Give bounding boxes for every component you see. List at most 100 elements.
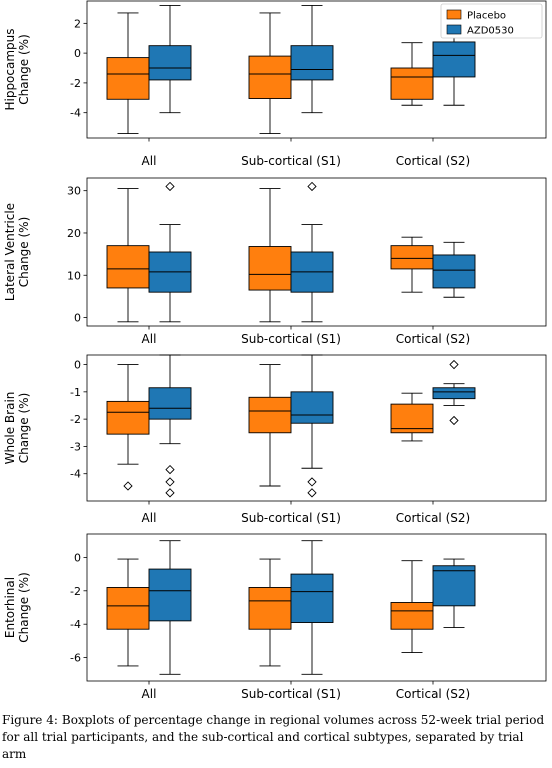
box-iqr bbox=[432, 41, 476, 78]
chart-panel-4: -6 -4 -2 0 Entorhinal Change (%) All Sub-cortic… bbox=[3, 533, 547, 701]
x-tick-label: Cortical (S2) bbox=[396, 332, 470, 346]
y-axis-label: Change (%) bbox=[17, 572, 31, 643]
outlier-point bbox=[307, 181, 317, 192]
x-tick-label: All bbox=[142, 687, 157, 701]
box-placebo-1 bbox=[106, 188, 150, 323]
box-iqr bbox=[432, 387, 476, 400]
axes-frame bbox=[86, 0, 547, 139]
box-azd0530-1 bbox=[148, 5, 192, 114]
legend-swatch-placebo bbox=[446, 9, 462, 20]
outlier-point bbox=[123, 481, 133, 491]
box-azd0530-2 bbox=[290, 540, 334, 675]
y-tick-label: -2 bbox=[70, 585, 81, 598]
box-azd0530-1 bbox=[148, 181, 192, 323]
x-tick-label: All bbox=[142, 511, 157, 525]
box-azd0530-3 bbox=[432, 558, 476, 628]
box-azd0530-1 bbox=[148, 354, 192, 498]
y-axis-label: Change (%) bbox=[17, 217, 31, 288]
y-tick-label: -4 bbox=[70, 107, 81, 120]
axes-frame bbox=[86, 533, 547, 682]
box-iqr bbox=[106, 245, 150, 289]
box-iqr bbox=[148, 45, 192, 81]
y-axis-label: Change (%) bbox=[17, 34, 31, 105]
box-iqr bbox=[106, 587, 150, 630]
box-iqr bbox=[390, 245, 434, 270]
box-iqr bbox=[106, 57, 150, 100]
y-tick-label: 0 bbox=[74, 47, 81, 60]
box-placebo-2 bbox=[248, 12, 292, 134]
y-tick-label: -2 bbox=[70, 77, 81, 90]
box-placebo-2 bbox=[248, 364, 292, 487]
y-tick-label: -4 bbox=[70, 618, 81, 631]
box-azd0530-3 bbox=[432, 31, 476, 106]
box-azd0530-2 bbox=[290, 5, 334, 114]
x-tick-label: Cortical (S2) bbox=[396, 687, 470, 701]
x-tick-label: All bbox=[142, 332, 157, 346]
chart-panel-2: 0 10 20 30 Lateral Ventricle Change (%) All Sub… bbox=[3, 177, 547, 346]
box-placebo-2 bbox=[248, 188, 292, 323]
box-placebo-3 bbox=[390, 560, 434, 654]
y-tick-label: 0 bbox=[74, 551, 81, 564]
outlier-point bbox=[307, 477, 317, 487]
outlier-point bbox=[449, 415, 459, 426]
y-axis-label: Change (%) bbox=[17, 393, 31, 464]
x-tick-label: Sub-cortical (S1) bbox=[241, 687, 341, 701]
y-tick-label: -4 bbox=[70, 468, 81, 481]
legend-label-placebo: Placebo bbox=[467, 11, 506, 22]
outlier-point bbox=[165, 477, 175, 487]
y-tick-label: -2 bbox=[70, 413, 81, 426]
box-placebo-1 bbox=[106, 364, 150, 491]
outlier-point bbox=[449, 359, 459, 370]
box-azd0530-2 bbox=[290, 181, 334, 323]
box-iqr bbox=[432, 254, 476, 289]
y-axis-label: Entorhinal bbox=[3, 577, 17, 638]
box-iqr bbox=[290, 45, 334, 81]
y-axis-label: Hippocampus bbox=[3, 28, 17, 110]
outlier-point bbox=[165, 488, 175, 498]
x-tick-label: Sub-cortical (S1) bbox=[241, 154, 341, 168]
box-iqr bbox=[248, 246, 292, 291]
chart-panel-3: -4 -3 -2 -1 0 Whole Brain Change (%) All Sub-cor… bbox=[3, 354, 547, 525]
legend-label-azd0530: AZD0530 bbox=[467, 26, 514, 37]
box-iqr bbox=[248, 396, 292, 434]
outlier-point bbox=[165, 181, 175, 192]
y-tick-label: 10 bbox=[67, 269, 81, 282]
y-tick-label: 0 bbox=[74, 359, 81, 372]
box-placebo-3 bbox=[390, 42, 434, 106]
box-iqr bbox=[290, 573, 334, 623]
box-iqr bbox=[390, 602, 434, 630]
y-tick-label: 20 bbox=[67, 227, 81, 240]
x-tick-label: Cortical (S2) bbox=[396, 154, 470, 168]
legend-swatch-azd0530 bbox=[446, 24, 462, 35]
y-axis-label: Whole Brain bbox=[3, 392, 17, 465]
y-axis-label: Lateral Ventricle bbox=[3, 203, 17, 301]
box-iqr bbox=[248, 587, 292, 630]
box-iqr bbox=[432, 565, 476, 607]
axes-frame bbox=[86, 354, 547, 502]
box-azd0530-3 bbox=[432, 241, 476, 298]
legend-frame bbox=[440, 3, 543, 39]
box-placebo-1 bbox=[106, 558, 150, 667]
y-tick-label: -3 bbox=[70, 440, 81, 453]
box-placebo-2 bbox=[248, 558, 292, 667]
figure-caption: Figure 4: Boxplots of percentage change i… bbox=[2, 712, 550, 763]
y-tick-label: -1 bbox=[70, 386, 81, 399]
box-azd0530-3 bbox=[432, 359, 476, 426]
box-placebo-1 bbox=[106, 12, 150, 134]
box-iqr bbox=[290, 391, 334, 424]
outlier-point bbox=[307, 488, 317, 498]
chart-panel-1: -4 -2 0 2 Hippocampus Change (%) All Sub-cortic… bbox=[3, 0, 547, 168]
x-tick-label: All bbox=[142, 154, 157, 168]
x-tick-label: Cortical (S2) bbox=[396, 511, 470, 525]
y-tick-label: 2 bbox=[74, 17, 81, 30]
box-iqr bbox=[390, 403, 434, 434]
box-iqr bbox=[148, 568, 192, 622]
box-iqr bbox=[148, 387, 192, 420]
y-tick-label: 0 bbox=[74, 312, 81, 325]
y-tick-label: -6 bbox=[70, 652, 81, 665]
caption-label: Figure 4: bbox=[2, 713, 58, 727]
legend: Placebo AZD0530 bbox=[440, 3, 543, 39]
box-iqr bbox=[390, 67, 434, 100]
axes-frame bbox=[86, 177, 547, 327]
box-iqr bbox=[106, 400, 150, 435]
